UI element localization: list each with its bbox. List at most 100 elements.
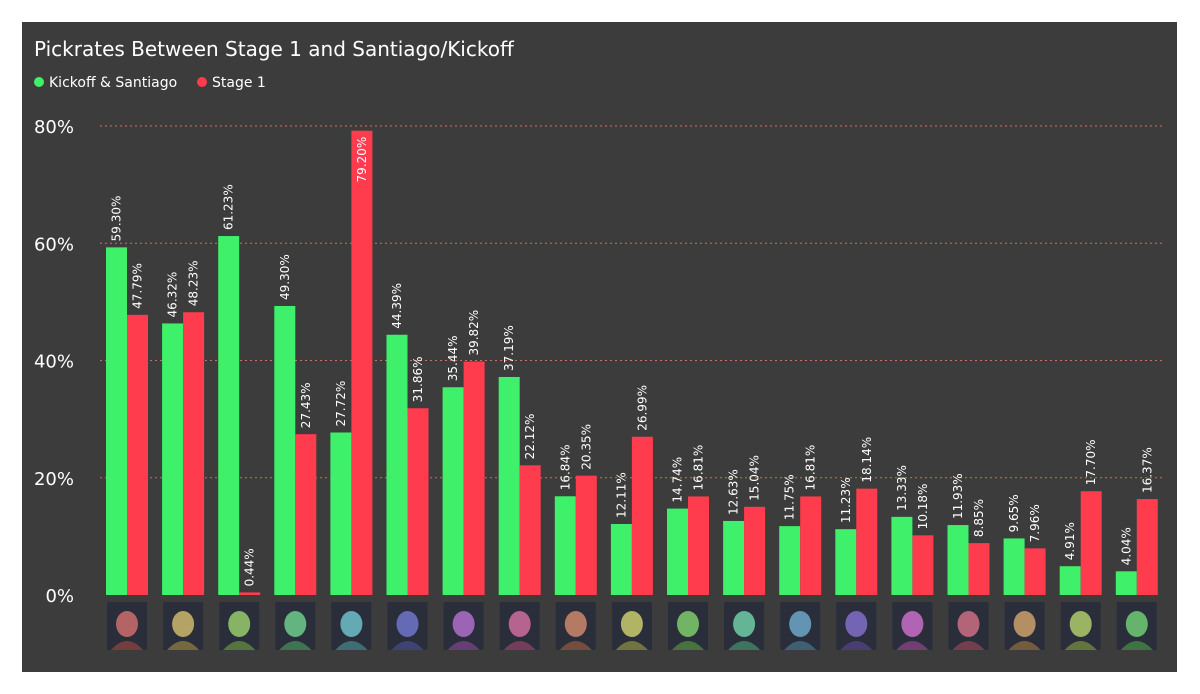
bar-stage1 <box>183 312 205 595</box>
bar-stage1 <box>744 506 766 595</box>
data-label-kickoff: 27.72% <box>334 381 348 427</box>
data-label-kickoff: 12.11% <box>614 472 628 518</box>
data-label-stage1: 0.44% <box>243 548 257 586</box>
data-label-kickoff: 12.63% <box>727 469 741 515</box>
data-label-kickoff: 49.30% <box>278 254 292 300</box>
harbor-portrait-icon <box>443 602 484 650</box>
bar-stage1 <box>407 408 429 595</box>
legend-marker-kickoff <box>34 77 44 87</box>
data-label-stage1: 39.82% <box>467 310 481 356</box>
data-label-kickoff: 11.93% <box>951 473 965 519</box>
bar-kickoff <box>1059 566 1081 595</box>
yoru-portrait-icon <box>219 602 260 650</box>
data-label-stage1: 22.12% <box>523 414 537 460</box>
data-label-kickoff: 14.74% <box>671 457 685 503</box>
bar-kickoff <box>610 524 632 595</box>
data-label-kickoff: 11.23% <box>839 477 853 523</box>
data-label-stage1: 16.37% <box>1140 447 1154 493</box>
bar-kickoff <box>723 520 745 595</box>
bar-stage1 <box>295 434 317 595</box>
data-label-kickoff: 59.30% <box>110 196 124 242</box>
data-label-kickoff: 61.23% <box>222 184 236 230</box>
data-label-stage1: 16.81% <box>692 445 706 491</box>
bar-kickoff <box>274 305 296 595</box>
chamber-portrait-icon <box>780 602 821 650</box>
data-labels: 59.30% 47.79% 46.32% 48.23% 61.23% 0.44% 49.30… <box>110 137 1155 587</box>
deadlock-portrait-icon <box>1060 602 1101 650</box>
y-tick-label: 60% <box>34 234 74 255</box>
breach-portrait-icon <box>668 602 708 650</box>
bar-kickoff <box>1115 571 1137 595</box>
bar-stage1 <box>800 496 822 595</box>
bar-kickoff <box>835 529 857 595</box>
bar-stage1 <box>127 314 148 595</box>
data-label-stage1: 10.18% <box>916 484 930 530</box>
y-tick-label: 0% <box>45 586 74 607</box>
bar-kickoff <box>779 526 801 595</box>
data-label-stage1: 31.86% <box>411 356 425 402</box>
bar-stage1 <box>856 488 878 595</box>
data-label-stage1: 16.81% <box>804 445 818 491</box>
bars <box>106 130 1158 595</box>
y-tick-label: 80% <box>34 117 74 138</box>
legend: Kickoff & Santiago Stage 1 <box>34 75 266 91</box>
y-axis: 0% 20% 40% 60% 80% <box>34 117 74 607</box>
data-label-stage1: 79.20% <box>355 137 369 183</box>
data-label-kickoff: 35.44% <box>446 335 460 381</box>
bar-stage1 <box>688 496 709 595</box>
data-label-stage1: 20.35% <box>579 424 593 470</box>
data-label-stage1: 7.96% <box>1028 504 1042 542</box>
data-label-stage1: 48.23% <box>187 260 201 306</box>
y-tick-label: 20% <box>34 469 74 490</box>
bar-stage1 <box>239 592 261 595</box>
astra-portrait-icon <box>387 602 428 650</box>
data-label-kickoff: 4.04% <box>1119 527 1133 565</box>
sova-portrait-icon <box>275 602 316 650</box>
bar-kickoff <box>667 508 688 595</box>
data-label-stage1: 18.14% <box>860 437 874 483</box>
bar-kickoff <box>498 376 520 595</box>
legend-marker-stage1 <box>197 77 207 87</box>
data-label-kickoff: 9.65% <box>1007 494 1021 532</box>
bar-kickoff <box>947 525 969 595</box>
bar-stage1 <box>912 535 934 595</box>
raze-portrait-icon <box>555 602 596 650</box>
jett-portrait-icon <box>892 602 933 650</box>
bar-kickoff <box>106 247 127 595</box>
fade-portrait-icon <box>1116 602 1157 650</box>
cypher-portrait-icon <box>836 602 877 650</box>
bar-stage1 <box>351 130 373 595</box>
legend-label-kickoff: Kickoff & Santiago <box>49 75 177 91</box>
data-label-kickoff: 37.19% <box>502 325 516 371</box>
chart-frame: Pickrates Between Stage 1 and Santiago/K… <box>22 22 1177 672</box>
viper-portrait-icon <box>107 602 147 650</box>
bar-kickoff <box>891 516 913 595</box>
chart-title: Pickrates Between Stage 1 and Santiago/K… <box>34 37 515 61</box>
bar-kickoff <box>330 432 352 595</box>
legend-label-stage1: Stage 1 <box>212 75 266 91</box>
bar-stage1 <box>463 361 485 595</box>
bar-kickoff <box>218 236 240 595</box>
data-label-kickoff: 44.39% <box>390 283 404 329</box>
agent-icons <box>107 602 1157 650</box>
gekko-portrait-icon <box>948 602 989 650</box>
bar-stage1 <box>1024 548 1046 595</box>
bar-kickoff <box>162 323 184 595</box>
data-label-stage1: 47.79% <box>131 263 145 309</box>
bar-stage1 <box>1136 499 1158 595</box>
omen-portrait-icon <box>163 602 204 650</box>
data-label-stage1: 17.70% <box>1084 439 1098 485</box>
bar-stage1 <box>631 436 653 595</box>
data-label-kickoff: 16.84% <box>558 445 572 491</box>
data-label-stage1: 27.43% <box>299 382 313 428</box>
bar-kickoff <box>1003 538 1025 595</box>
data-label-kickoff: 13.33% <box>895 465 909 511</box>
pickrate-chart: Pickrates Between Stage 1 and Santiago/K… <box>34 37 1165 650</box>
neon-portrait-icon <box>331 602 372 650</box>
data-label-stage1: 15.04% <box>748 455 762 501</box>
y-tick-label: 40% <box>34 352 74 373</box>
bar-stage1 <box>519 465 541 595</box>
data-label-stage1: 8.85% <box>972 499 986 537</box>
bar-kickoff <box>554 496 576 595</box>
skye-portrait-icon <box>611 602 652 650</box>
